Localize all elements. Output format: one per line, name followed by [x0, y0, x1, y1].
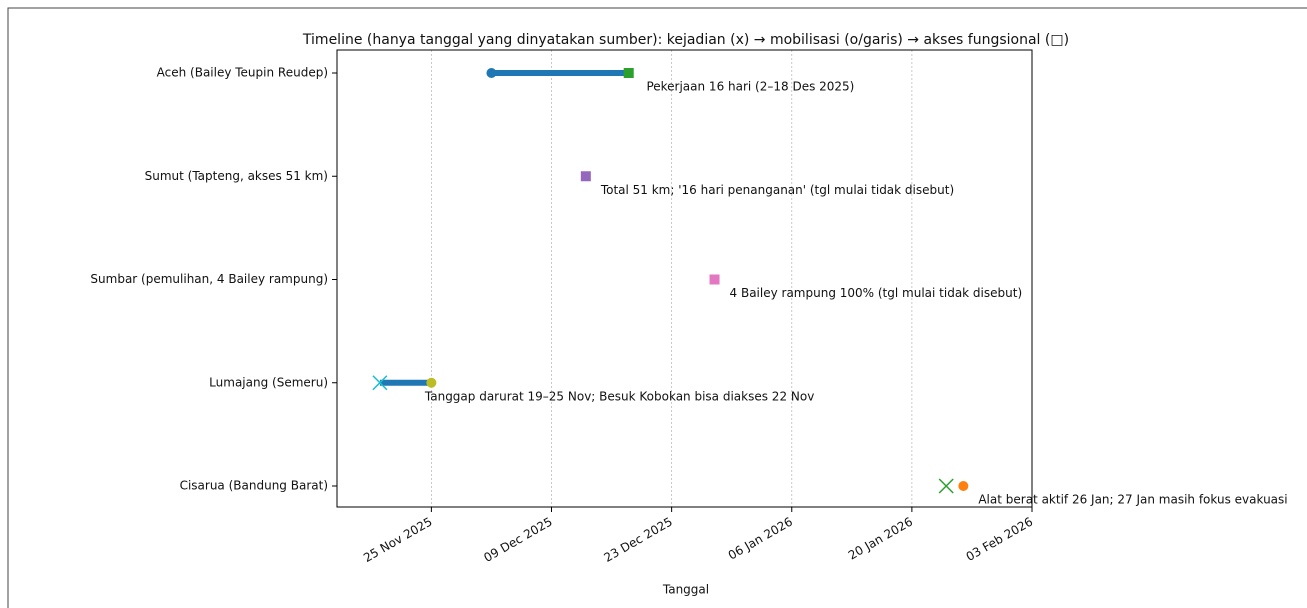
event-marker: [938, 478, 954, 494]
x-tick-label: 23 Dec 2025: [601, 515, 674, 565]
annotation: 4 Bailey rampung 100% (tgl mulai tidak d…: [730, 286, 1023, 300]
access-marker: [709, 274, 720, 285]
frame: [7, 7, 1307, 608]
annotation: Alat berat aktif 26 Jan; 27 Jan masih fo…: [978, 493, 1287, 507]
access-marker: [580, 171, 591, 182]
y-tick-label: Sumut (Tapteng, akses 51 km): [145, 169, 328, 183]
y-tick-label: Sumbar (pemulihan, 4 Bailey rampung): [90, 272, 328, 286]
event-marker: [372, 375, 388, 391]
access-marker: [623, 68, 634, 78]
annotation: Total 51 km; '16 hari penanganan' (tgl m…: [600, 183, 954, 197]
mobilization-marker: [486, 68, 497, 78]
mobilization-marker: [958, 481, 969, 491]
x-tick-label: 20 Jan 2026: [846, 515, 915, 563]
y-tick-label: Cisarua (Bandung Barat): [180, 479, 328, 493]
chart-title: Timeline (hanya tanggal yang dinyatakan …: [302, 32, 1069, 48]
x-axis-label: Tanggal: [662, 583, 709, 597]
plot-frame: [336, 49, 1033, 508]
x-tick-label: 09 Dec 2025: [481, 515, 554, 565]
annotation: Tanggap darurat 19–25 Nov; Besuk Kobokan…: [424, 389, 814, 403]
y-tick-label: Aceh (Bailey Teupin Reudep): [157, 66, 328, 80]
x-tick-label: 25 Nov 2025: [361, 515, 435, 566]
x-tick-label: 03 Feb 2026: [964, 515, 1036, 564]
x-tick-label: 06 Jan 2026: [726, 515, 795, 563]
annotation: Pekerjaan 16 hari (2–18 Des 2025): [646, 80, 854, 94]
y-tick-label: Lumajang (Semeru): [209, 375, 328, 389]
mobilization-marker: [426, 377, 437, 388]
